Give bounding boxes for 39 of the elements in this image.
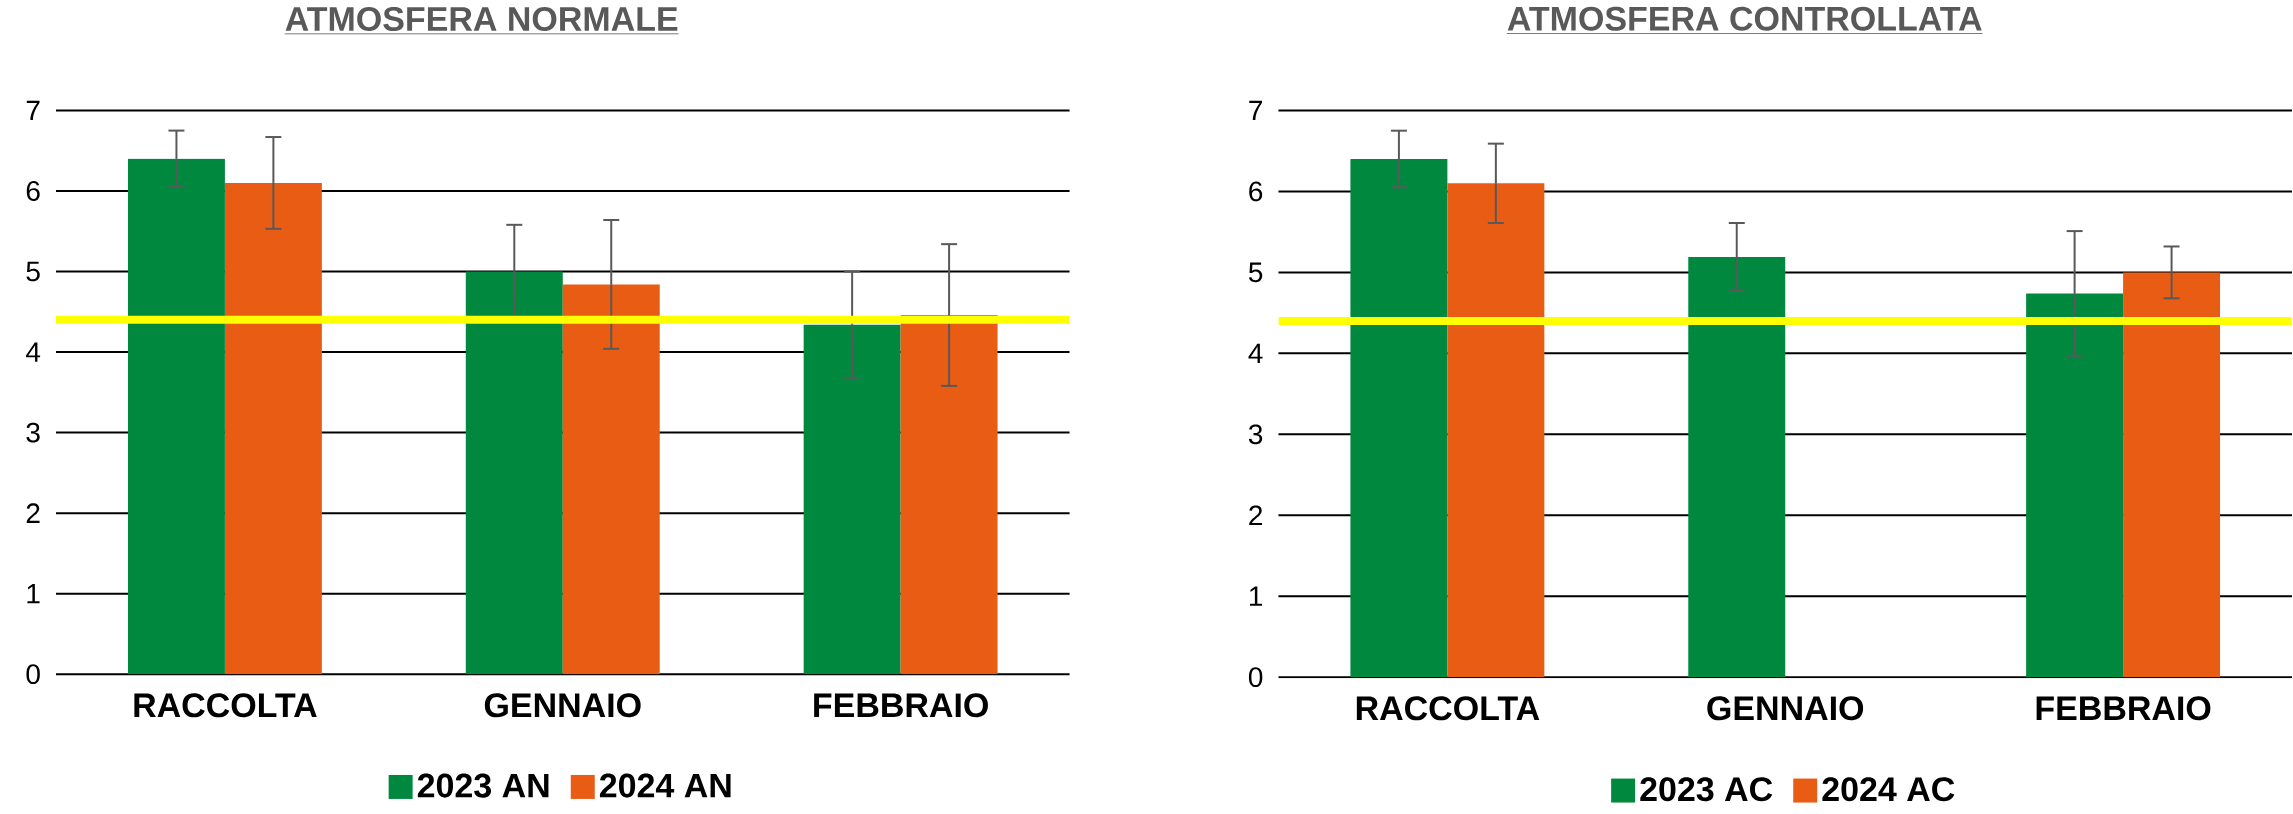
legend-label: 2024 AN	[599, 773, 731, 798]
y-tick-label: 0	[26, 664, 40, 685]
bar	[465, 271, 563, 675]
x-tick-label: FEBBRAIO	[2036, 696, 2211, 721]
bar	[1447, 183, 1545, 678]
y-tick-label: 6	[1249, 181, 1263, 202]
bar	[127, 158, 225, 675]
y-tick-label: 4	[25, 342, 41, 362]
y-tick-label: 1	[27, 583, 40, 604]
y-tick-label: 2	[26, 503, 40, 523]
y-tick-label: 2	[1249, 505, 1263, 525]
chart-title: ATMOSFERA CONTROLLATA	[1507, 6, 1982, 31]
x-tick-label: RACCOLTA	[1356, 696, 1540, 721]
legend-label: 2024 AC	[1822, 777, 1955, 802]
x-tick-label: GENNAIO	[484, 693, 641, 718]
y-tick-label: 7	[1249, 100, 1263, 121]
y-tick-label: 3	[26, 422, 40, 443]
y-tick-label: 1	[1249, 586, 1263, 606]
y-tick-label: 4	[1248, 343, 1263, 363]
bar	[803, 324, 901, 675]
bar	[1688, 256, 1786, 678]
y-tick-label: 3	[1248, 424, 1263, 445]
y-tick-label: 7	[26, 100, 40, 121]
bar	[1350, 158, 1448, 678]
bar	[224, 182, 322, 675]
legend-label: 2023 AN	[417, 773, 549, 798]
y-tick-label: 5	[26, 261, 40, 282]
bar	[2026, 293, 2124, 678]
y-tick-label: 0	[1248, 667, 1263, 688]
x-tick-label: GENNAIO	[1707, 696, 1864, 721]
x-tick-label: RACCOLTA	[134, 693, 317, 718]
bar	[900, 314, 998, 675]
chart-title: ATMOSFERA NORMALE	[285, 6, 678, 31]
bar	[2123, 272, 2221, 678]
y-tick-label: 5	[1248, 262, 1263, 283]
y-tick-label: 6	[26, 181, 40, 201]
legend-label: 2023 AC	[1640, 777, 1773, 802]
x-tick-label: FEBBRAIO	[814, 693, 988, 718]
bar	[562, 284, 660, 675]
